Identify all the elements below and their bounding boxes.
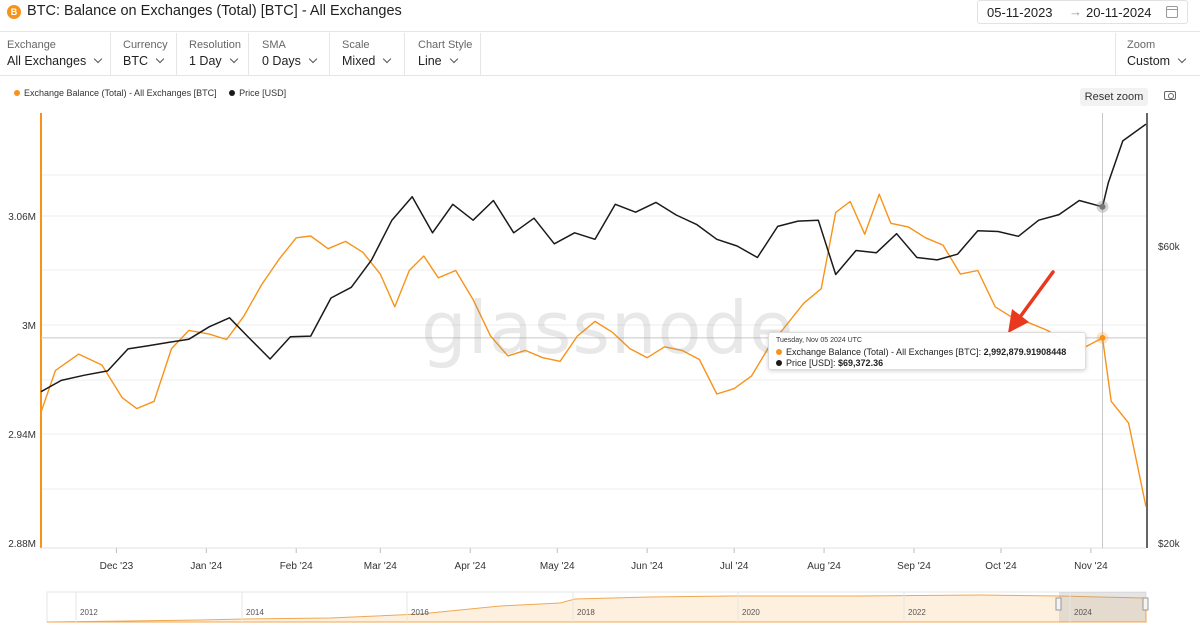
navigator-year-label: 2022: [908, 608, 926, 617]
navigator-handle-right[interactable]: [1142, 597, 1149, 611]
resolution-label: Resolution: [189, 39, 241, 51]
tooltip-price-label: Price [USD]:: [786, 358, 836, 368]
navigator[interactable]: [46, 591, 1147, 623]
tooltip-balance-value: 2,992,879.91908448: [983, 347, 1067, 357]
camera-icon[interactable]: [1164, 91, 1176, 100]
navigator-year-label: 2012: [80, 608, 98, 617]
currency-value: BTC: [123, 54, 165, 68]
navigator-year-label: 2024: [1074, 608, 1092, 617]
exchange-value: All Exchanges: [7, 54, 103, 68]
x-tick-label: May '24: [540, 561, 575, 572]
legend-label-price: Price [USD]: [239, 88, 287, 98]
x-tick-label: Feb '24: [280, 561, 313, 572]
sma-select[interactable]: SMA 0 Days: [255, 33, 330, 75]
zoom-select[interactable]: Zoom Custom: [1115, 33, 1200, 75]
x-tick-label: Jan '24: [190, 561, 222, 572]
tooltip-price-value: $69,372.36: [838, 358, 884, 368]
y-right-tick-label: $60k: [1158, 242, 1181, 253]
legend: Exchange Balance (Total) - All Exchanges…: [14, 88, 296, 98]
navigator-year-label: 2014: [246, 608, 264, 617]
navigator-selection[interactable]: [1059, 592, 1146, 622]
annotation-arrow-head: [1008, 309, 1029, 333]
chart-title: BTC: Balance on Exchanges (Total) [BTC] …: [27, 3, 402, 19]
y-left-tick-label: 3M: [22, 321, 36, 332]
currency-select[interactable]: Currency BTC: [116, 33, 177, 75]
y-left-tick-label: 3.06M: [8, 212, 36, 223]
resolution-select[interactable]: Resolution 1 Day: [182, 33, 249, 75]
x-tick-label: Dec '23: [100, 561, 134, 572]
reset-zoom-button[interactable]: Reset zoom: [1080, 88, 1148, 106]
tooltip: Tuesday, Nov 05 2024 UTC Exchange Balanc…: [768, 332, 1086, 370]
balance-series-line: [40, 193, 1147, 507]
chart-style-select[interactable]: Chart Style Line: [411, 33, 481, 75]
exchange-select[interactable]: Exchange All Exchanges: [0, 33, 111, 75]
controls-bar: Exchange All Exchanges Currency BTC Reso…: [0, 33, 1200, 76]
currency-label: Currency: [123, 39, 168, 51]
balance-hover-point: [1099, 334, 1106, 341]
zoom-label: Zoom: [1127, 39, 1156, 51]
x-tick-label: Oct '24: [985, 561, 1017, 572]
scale-label: Scale: [342, 39, 370, 51]
legend-item-price[interactable]: Price [USD]: [229, 88, 286, 98]
calendar-icon[interactable]: [1166, 6, 1178, 18]
navigator-year-label: 2020: [742, 608, 760, 617]
tooltip-price-row: Price [USD]: $69,372.36: [776, 358, 883, 368]
x-tick-label: Jun '24: [631, 561, 663, 572]
legend-dot-balance: [14, 90, 20, 96]
navigator-year-label: 2016: [411, 608, 429, 617]
tooltip-balance-label: Exchange Balance (Total) - All Exchanges…: [786, 347, 982, 357]
date-to-input[interactable]: 20-11-2024: [1086, 5, 1152, 20]
y-right-tick-label: $20k: [1158, 539, 1181, 550]
tooltip-dot-balance: [776, 349, 782, 355]
tooltip-dot-price: [776, 360, 782, 366]
price-hover-point: [1099, 203, 1106, 210]
date-range-arrow-icon: →: [1069, 4, 1082, 19]
chart-style-value: Line: [418, 54, 458, 68]
legend-dot-price: [229, 90, 236, 96]
navigator-year-label: 2018: [577, 608, 595, 617]
watermark: glassnode: [421, 286, 795, 370]
legend-label-balance: Exchange Balance (Total) - All Exchanges…: [24, 88, 217, 98]
x-tick-label: Aug '24: [807, 561, 841, 572]
chart-style-label: Chart Style: [418, 39, 473, 51]
y-left-tick-label: 2.88M: [8, 539, 36, 550]
annotation-arrow-shaft: [1018, 270, 1055, 319]
legend-item-balance[interactable]: Exchange Balance (Total) - All Exchanges…: [14, 88, 217, 98]
resolution-value: 1 Day: [189, 54, 238, 68]
x-tick-label: Mar '24: [364, 561, 397, 572]
sma-label: SMA: [262, 39, 286, 51]
x-tick-label: Sep '24: [897, 561, 931, 572]
zoom-value: Custom: [1127, 54, 1187, 68]
price-series-line: [40, 123, 1147, 393]
sma-value: 0 Days: [262, 54, 318, 68]
tooltip-date: Tuesday, Nov 05 2024 UTC: [776, 337, 862, 344]
title-bar: B BTC: Balance on Exchanges (Total) [BTC…: [0, 0, 1200, 32]
x-tick-label: Apr '24: [455, 561, 487, 572]
exchange-label: Exchange: [7, 39, 56, 51]
navigator-handle-left[interactable]: [1055, 597, 1062, 611]
scale-select[interactable]: Scale Mixed: [335, 33, 405, 75]
scale-value: Mixed: [342, 54, 392, 68]
bitcoin-icon: B: [7, 5, 21, 19]
date-range-picker[interactable]: 05-11-2023 → 20-11-2024: [977, 0, 1188, 24]
y-left-tick-label: 2.94M: [8, 430, 36, 441]
date-from-input[interactable]: 05-11-2023: [987, 5, 1053, 20]
x-tick-label: Nov '24: [1074, 561, 1108, 572]
x-tick-label: Jul '24: [720, 561, 749, 572]
tooltip-balance-row: Exchange Balance (Total) - All Exchanges…: [776, 347, 1066, 357]
navigator-series-area: [46, 594, 1147, 623]
